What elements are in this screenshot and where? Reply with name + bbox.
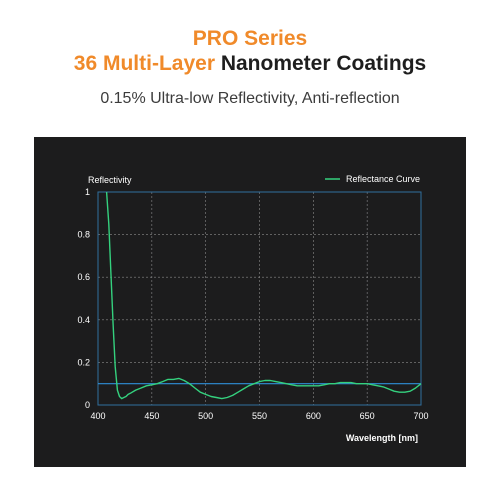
legend-label: Reflectance Curve: [346, 174, 420, 184]
x-tick-label: 550: [252, 411, 267, 421]
product-series-title: PRO Series: [192, 27, 308, 50]
y-tick-label: 0.6: [77, 272, 90, 282]
x-tick-label: 700: [413, 411, 428, 421]
reflectance-curve: [105, 191, 422, 400]
x-axis-label: Wavelength [nm]: [346, 433, 418, 443]
chart-panel: 400 450 500 550 600 650 700 0 0.2 0.4 0.6 0.8 1 Refl…: [34, 137, 466, 467]
y-tick-label: 0: [85, 400, 90, 410]
y-tick-label: 0.2: [77, 357, 90, 367]
x-tick-label: 500: [198, 411, 213, 421]
y-axis-label: Reflectivity: [88, 175, 132, 185]
x-tick-label: 600: [306, 411, 321, 421]
plot-frame: [97, 191, 422, 406]
coating-headline: 36 Multi-Layer Nanometer Coatings: [0, 52, 500, 76]
y-tick-label: 0.4: [77, 315, 90, 325]
reflectance-chart: 400 450 500 550 600 650 700 0 0.2 0.4 0.6 0.8 1 Refl…: [77, 174, 428, 443]
chart-legend: Reflectance Curve: [325, 174, 420, 184]
coating-headline-rest: Nanometer Coatings: [215, 52, 427, 75]
y-tick-label: 1: [85, 187, 90, 197]
coating-headline-accent: 36 Multi-Layer: [73, 52, 215, 75]
chart-grid: [98, 192, 421, 405]
tick-labels: 400 450 500 550 600 650 700 0 0.2 0.4 0.6 0.8 1: [77, 187, 428, 421]
x-tick-label: 450: [144, 411, 159, 421]
curve-layer: [105, 191, 422, 400]
reflectivity-subtitle: 0.15% Ultra-low Reflectivity, Anti-refle…: [100, 90, 400, 107]
y-tick-label: 0.8: [77, 230, 90, 240]
x-tick-label: 400: [90, 411, 105, 421]
x-tick-label: 650: [360, 411, 375, 421]
